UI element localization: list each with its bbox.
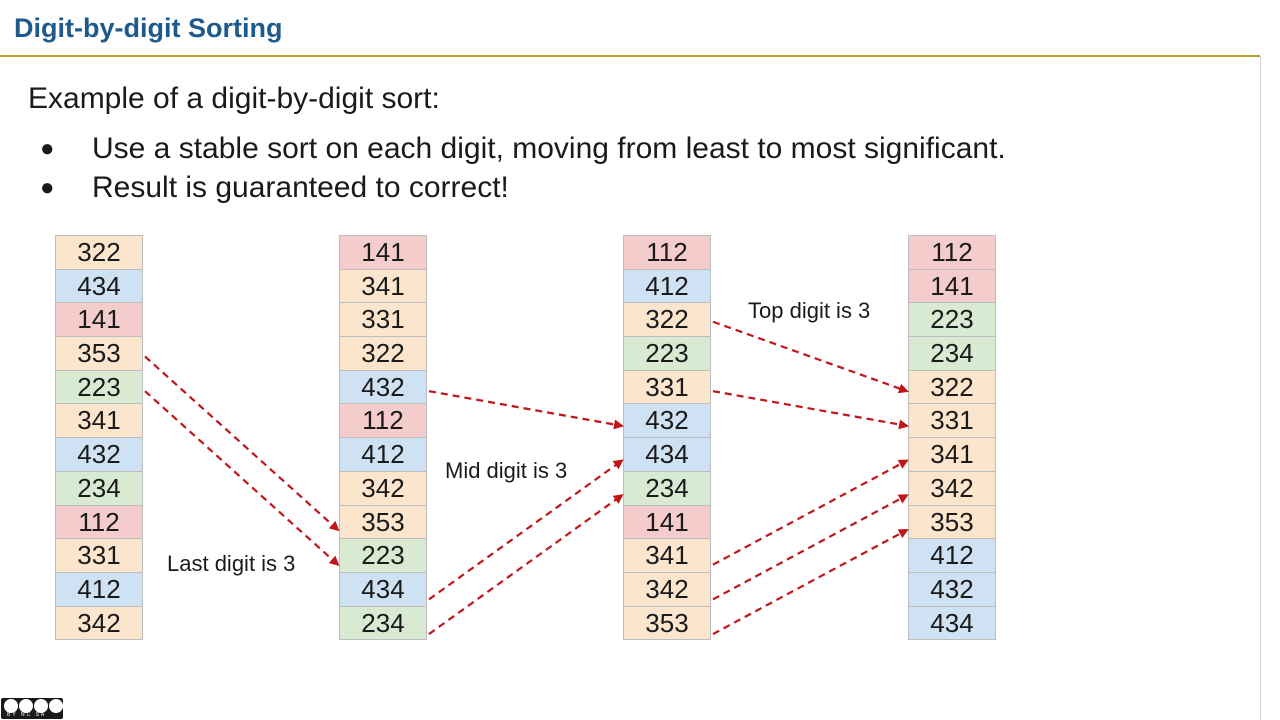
number-cell: 353 bbox=[55, 336, 143, 371]
number-cell: 141 bbox=[908, 268, 996, 304]
note-top-digit: Top digit is 3 bbox=[748, 298, 871, 323]
number-cell: 434 bbox=[55, 268, 143, 304]
sort-column-by-last-digit: 141 341 331 322 432 112 412 342 353 223 434 234 bbox=[339, 235, 427, 641]
number-cell: 141 bbox=[623, 504, 711, 540]
number-cell: 112 bbox=[55, 504, 143, 540]
bullet-text: Result is guaranteed to correct! bbox=[92, 171, 509, 204]
move-arrow bbox=[144, 355, 340, 532]
number-cell: 432 bbox=[55, 437, 143, 472]
creative-commons-by-nc-sa-icon: BY NC SA bbox=[1, 698, 63, 719]
number-cell: 112 bbox=[908, 235, 996, 270]
number-cell: 223 bbox=[339, 538, 427, 573]
number-cell: 322 bbox=[339, 336, 427, 371]
number-cell: 322 bbox=[623, 302, 711, 338]
number-cell: 331 bbox=[908, 403, 996, 439]
right-edge-divider bbox=[1260, 56, 1261, 720]
number-cell: 434 bbox=[623, 437, 711, 472]
number-cell: 234 bbox=[623, 470, 711, 506]
note-last-digit: Last digit is 3 bbox=[167, 551, 296, 576]
bullet-dot-icon: ● bbox=[40, 135, 55, 162]
sort-column-unsorted: 322 434 141 353 223 341 432 234 112 331 412 342 bbox=[55, 235, 143, 641]
number-cell: 341 bbox=[908, 437, 996, 472]
sort-column-by-mid-digit: 112 412 322 223 331 432 434 234 141 341 342 353 bbox=[623, 235, 711, 641]
number-cell: 342 bbox=[339, 470, 427, 506]
number-cell: 331 bbox=[55, 538, 143, 573]
number-cell: 341 bbox=[55, 403, 143, 439]
number-cell: 412 bbox=[623, 268, 711, 304]
number-cell: 322 bbox=[55, 235, 143, 270]
move-arrow bbox=[712, 320, 909, 394]
move-arrow bbox=[712, 390, 909, 430]
number-cell: 342 bbox=[55, 605, 143, 641]
move-arrow bbox=[144, 390, 340, 566]
sort-column-by-top-digit: 112 141 223 234 322 331 341 342 353 412 432 434 bbox=[908, 235, 996, 641]
move-arrow bbox=[428, 390, 624, 430]
number-cell: 331 bbox=[623, 369, 711, 405]
number-cell: 141 bbox=[339, 235, 427, 270]
number-cell: 341 bbox=[623, 538, 711, 573]
bullet-text: Use a stable sort on each digit, moving … bbox=[92, 132, 1006, 165]
move-arrow bbox=[712, 528, 909, 636]
number-cell: 141 bbox=[55, 302, 143, 338]
slide-title: Digit-by-digit Sorting bbox=[14, 13, 283, 43]
number-cell: 223 bbox=[55, 369, 143, 405]
number-cell: 353 bbox=[339, 504, 427, 540]
number-cell: 341 bbox=[339, 268, 427, 304]
note-mid-digit: Mid digit is 3 bbox=[445, 458, 568, 483]
title-divider bbox=[0, 55, 1260, 57]
number-cell: 342 bbox=[908, 470, 996, 506]
number-cell: 432 bbox=[908, 571, 996, 607]
move-arrow bbox=[428, 459, 624, 601]
number-cell: 412 bbox=[339, 437, 427, 472]
number-cell: 353 bbox=[623, 605, 711, 641]
number-cell: 342 bbox=[623, 571, 711, 607]
number-cell: 434 bbox=[908, 605, 996, 641]
number-cell: 112 bbox=[339, 403, 427, 439]
bullet-dot-icon: ● bbox=[40, 174, 55, 201]
number-cell: 434 bbox=[339, 571, 427, 607]
license-text: BY NC SA bbox=[7, 712, 47, 718]
move-arrow bbox=[428, 494, 624, 635]
number-cell: 234 bbox=[339, 605, 427, 641]
move-arrow bbox=[712, 494, 909, 601]
move-arrow bbox=[712, 459, 909, 566]
number-cell: 223 bbox=[908, 302, 996, 338]
intro-text: Example of a digit-by-digit sort: bbox=[28, 82, 440, 115]
number-cell: 412 bbox=[55, 571, 143, 607]
number-cell: 234 bbox=[908, 336, 996, 371]
number-cell: 223 bbox=[623, 336, 711, 371]
number-cell: 432 bbox=[339, 369, 427, 405]
